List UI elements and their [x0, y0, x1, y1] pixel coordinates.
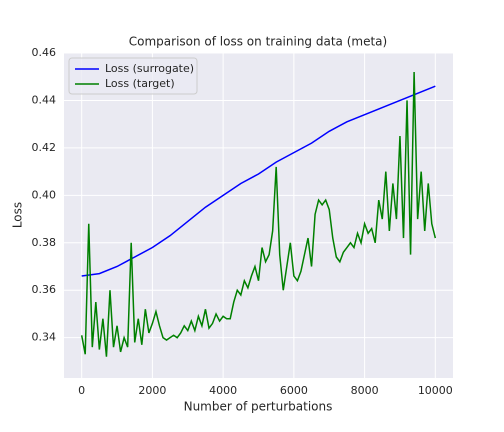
x-tick-label: 10000	[418, 384, 453, 397]
line	[80, 71, 437, 357]
legend-label: Loss (surrogate)	[105, 62, 194, 75]
x-tick-label: 6000	[280, 384, 308, 397]
x-tick-label: 0	[78, 384, 85, 397]
y-tick-label: 0.44	[32, 93, 57, 106]
x-tick-label: 4000	[209, 384, 237, 397]
legend-box	[68, 57, 198, 95]
y-tick-label: 0.38	[32, 236, 57, 249]
x-tick-label: 2000	[138, 384, 166, 397]
y-tick-label: 0.34	[32, 331, 57, 344]
y-tick-label: 0.46	[32, 46, 57, 59]
y-axis-label: Loss	[11, 202, 25, 228]
chart-title: Comparison of loss on training data (met…	[129, 35, 387, 49]
x-axis-label: Number of perturbations	[184, 400, 333, 414]
y-tick-label: 0.36	[32, 283, 57, 296]
line	[81, 85, 436, 277]
y-tick-label: 0.40	[32, 188, 57, 201]
legend-label: Loss (target)	[105, 77, 175, 90]
y-tick-label: 0.42	[32, 141, 57, 154]
x-tick-label: 8000	[351, 384, 379, 397]
plot-area	[64, 53, 453, 378]
